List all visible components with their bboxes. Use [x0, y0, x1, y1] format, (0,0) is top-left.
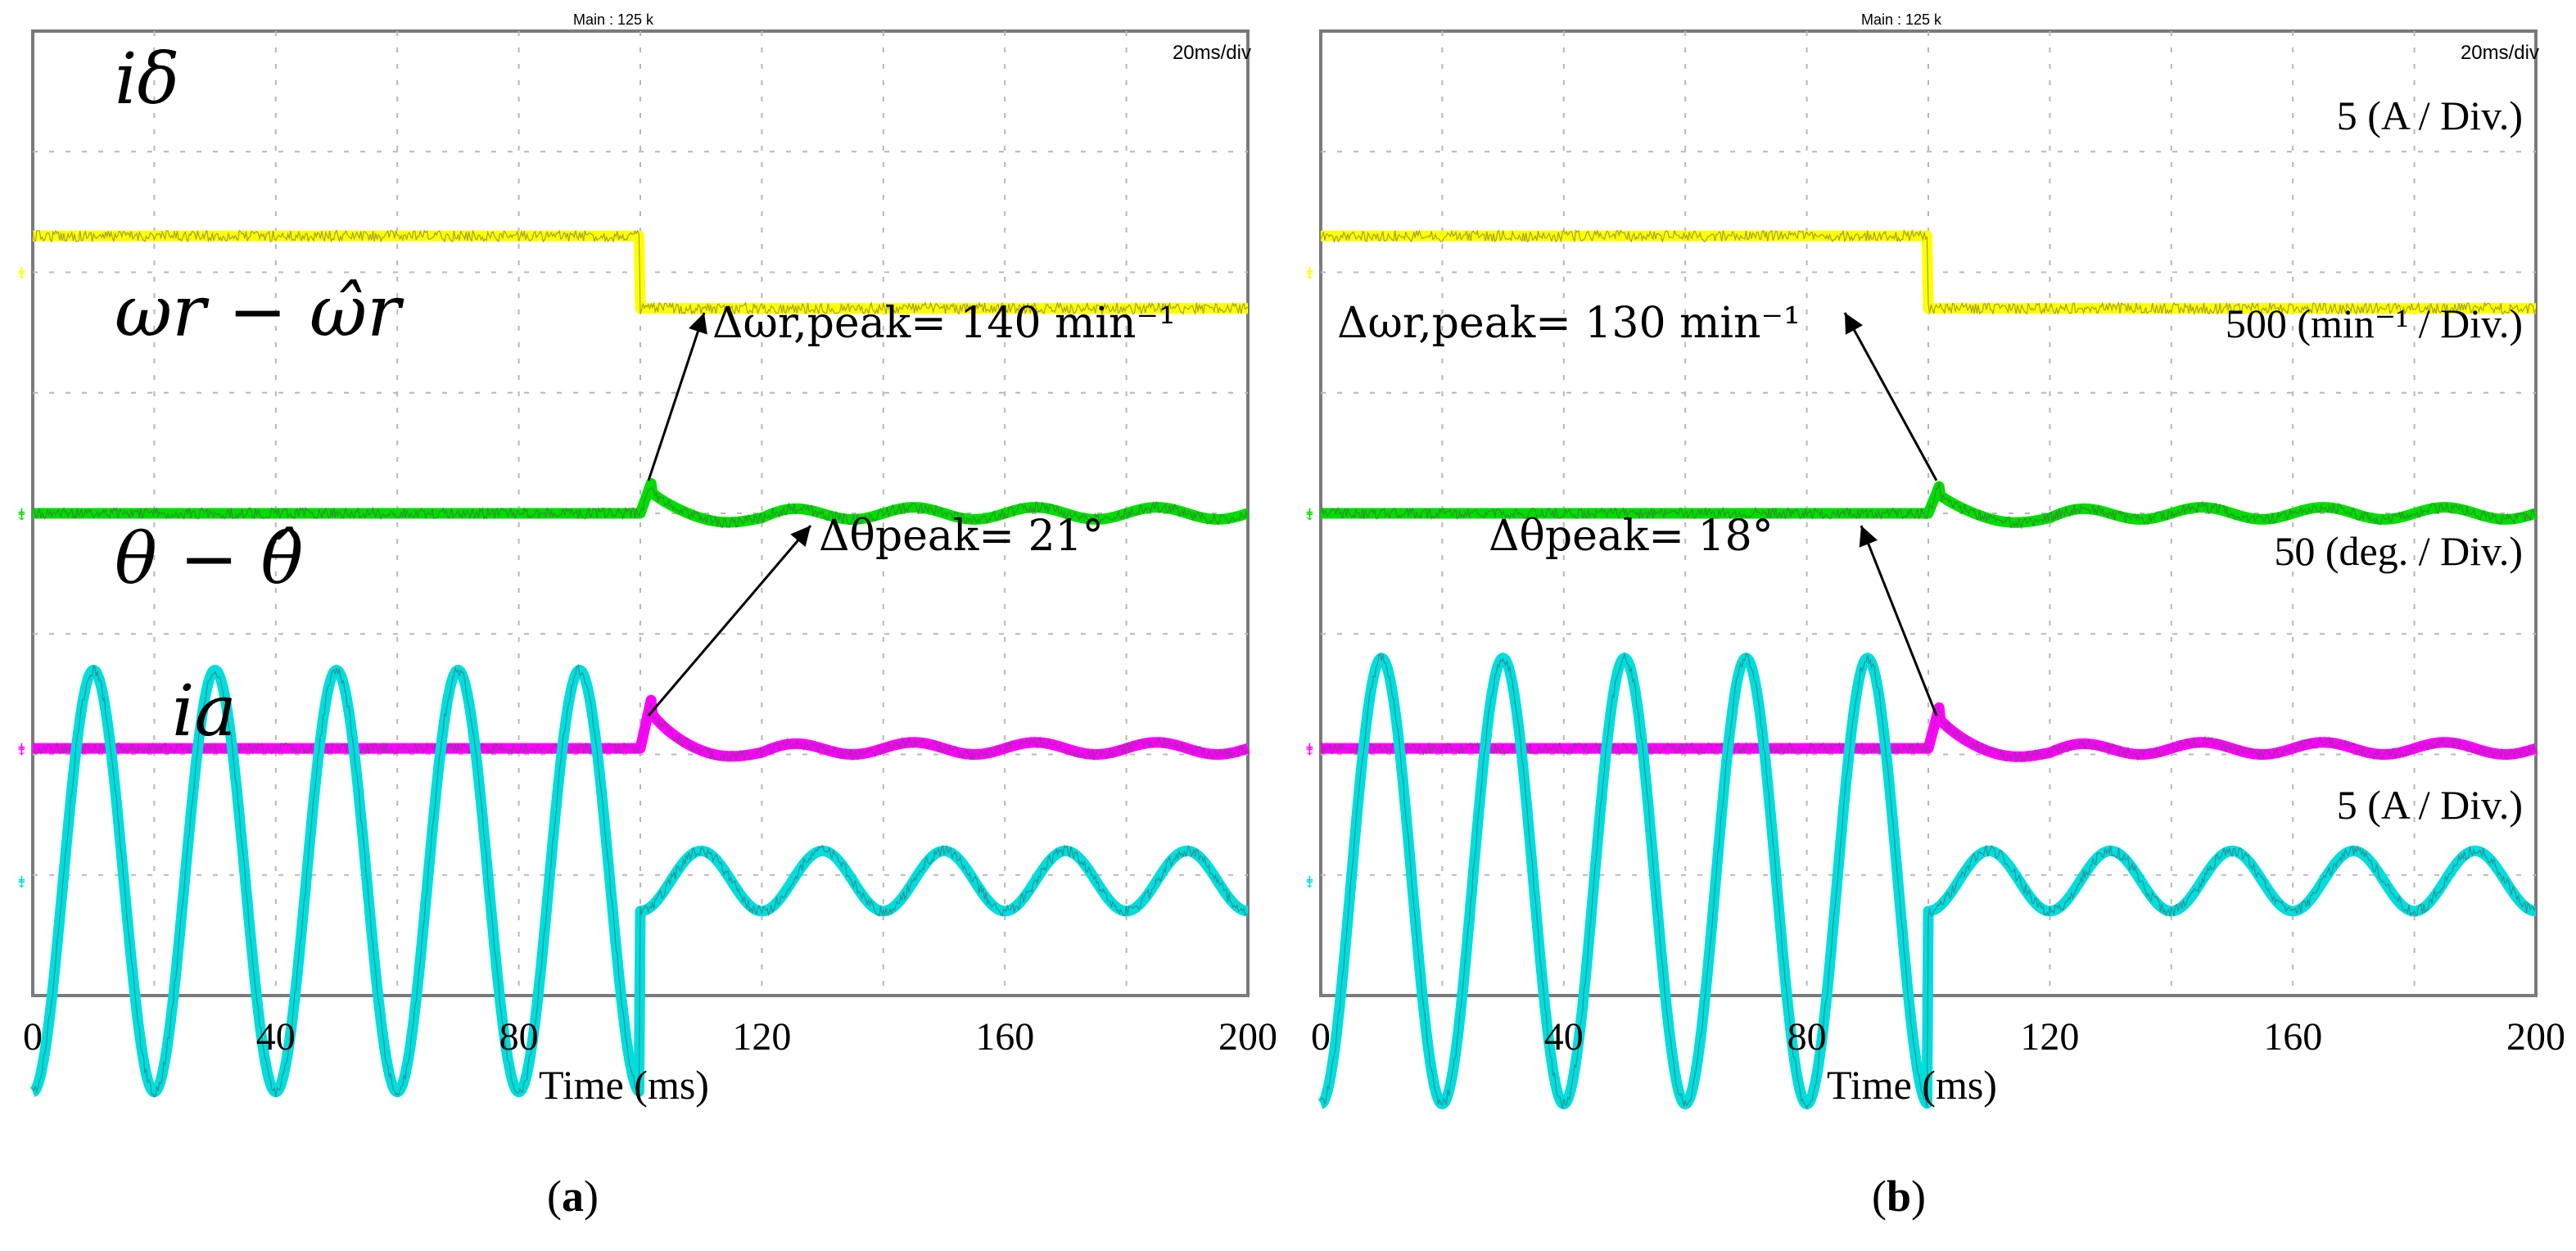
scale-label-omega_error: 500 (min⁻¹ / Div.)	[2226, 300, 2523, 346]
annotations: Δωr,peak= 140 min⁻¹ Δθpeak= 21°	[647, 299, 1176, 717]
scope-traces: ⇟ ⇟ ⇟ ⇟	[15, 228, 1252, 1098]
trace-label-theta_error: θ − θ̂	[115, 518, 303, 600]
channel-marker-omega_error: ⇟	[15, 504, 29, 524]
arrow-theta_error	[1860, 525, 1938, 716]
channel-marker-i_delta: ⇟	[15, 264, 29, 283]
scale-label-i_delta: 5 (A / Div.)	[2337, 93, 2523, 138]
trace-noise-omega_error	[1320, 482, 2537, 531]
trace-label-omega_error: ωr − ω̂r	[115, 271, 404, 353]
x-axis-label: Time (ms)	[539, 1062, 709, 1108]
scope-traces: ⇟ ⇟ ⇟ ⇟	[1303, 228, 2540, 1110]
annotations: Δωr,peak= 130 min⁻¹ Δθpeak= 18°	[1337, 299, 1938, 716]
arrow-head-theta_error	[790, 526, 811, 548]
x-axis-ticks: 0 40 80 120 160 200	[1311, 1015, 2565, 1059]
trace-noise-i_delta	[1320, 228, 2537, 316]
x-tick-label: 40	[1544, 1015, 1584, 1059]
x-tick-label: 40	[256, 1015, 296, 1059]
annotation-theta_error: Δθpeak= 21°	[819, 512, 1104, 561]
caption-b: (b)	[1872, 1172, 1927, 1221]
trace-noise-i_a	[1320, 652, 2537, 1110]
scope-header-timediv: 20ms/div	[1173, 42, 1251, 64]
caption-b-letter: b	[1886, 1172, 1912, 1221]
channel-marker-theta_error: ⇟	[1303, 739, 1317, 759]
arrow-head-theta_error	[1859, 526, 1878, 548]
annotation-theta_error: Δθpeak= 18°	[1489, 512, 1774, 561]
scale-label-i_a: 5 (A / Div.)	[2337, 782, 2523, 828]
channel-marker-i_delta: ⇟	[1303, 264, 1317, 283]
scope-panel-b: Main : 125 k 20ms/div ⇟ ⇟ ⇟ ⇟ 5 (A / Div.) 500 …	[1303, 11, 2565, 1110]
scope-header-main: Main : 125 k	[573, 11, 654, 28]
channel-marker-omega_error: ⇟	[1303, 504, 1317, 524]
arrow-head-omega_error	[1845, 313, 1864, 335]
caption-a-letter: a	[561, 1172, 584, 1221]
x-axis-ticks: 0 40 80 120 160 200	[23, 1015, 1277, 1059]
x-tick-label: 80	[499, 1015, 539, 1059]
trace-label-i_delta: iδ	[115, 38, 179, 120]
channel-marker-i_a: ⇟	[15, 872, 29, 892]
x-tick-label: 200	[1218, 1015, 1277, 1059]
scope-panel-a: Main : 125 k 20ms/div ⇟ ⇟ ⇟ ⇟ iδ ωr − ω̂r θ − θ̂…	[15, 11, 1277, 1108]
channel-marker-theta_error: ⇟	[15, 739, 29, 759]
x-tick-label: 120	[2020, 1015, 2079, 1059]
x-tick-label: 200	[2506, 1015, 2565, 1059]
arrow-omega_error	[647, 312, 706, 481]
trace-noise-i_a	[32, 663, 1249, 1098]
trace-noise-i_delta	[32, 228, 1249, 316]
scope-header-main: Main : 125 k	[1861, 11, 1942, 28]
trace-noise-omega_error	[32, 486, 1249, 529]
trace-label-i_a: ia	[172, 671, 237, 752]
arrow-omega_error	[1843, 312, 1938, 481]
x-tick-label: 0	[1311, 1015, 1331, 1059]
scale-label-theta_error: 50 (deg. / Div.)	[2274, 528, 2523, 574]
x-tick-label: 160	[975, 1015, 1034, 1059]
x-axis-label: Time (ms)	[1827, 1062, 1997, 1108]
channel-marker-i_a: ⇟	[1303, 872, 1317, 892]
caption-a: (a)	[547, 1172, 599, 1221]
x-tick-label: 0	[23, 1015, 43, 1059]
arrow-head-omega_error	[689, 313, 707, 335]
annotation-omega_error: Δωr,peak= 140 min⁻¹	[712, 299, 1176, 348]
x-tick-label: 80	[1787, 1015, 1827, 1059]
scope-header-timediv: 20ms/div	[2461, 42, 2539, 64]
arrow-theta_error	[647, 525, 812, 717]
annotation-omega_error: Δωr,peak= 130 min⁻¹	[1337, 299, 1801, 348]
x-tick-label: 120	[732, 1015, 791, 1059]
x-tick-label: 160	[2263, 1015, 2322, 1059]
